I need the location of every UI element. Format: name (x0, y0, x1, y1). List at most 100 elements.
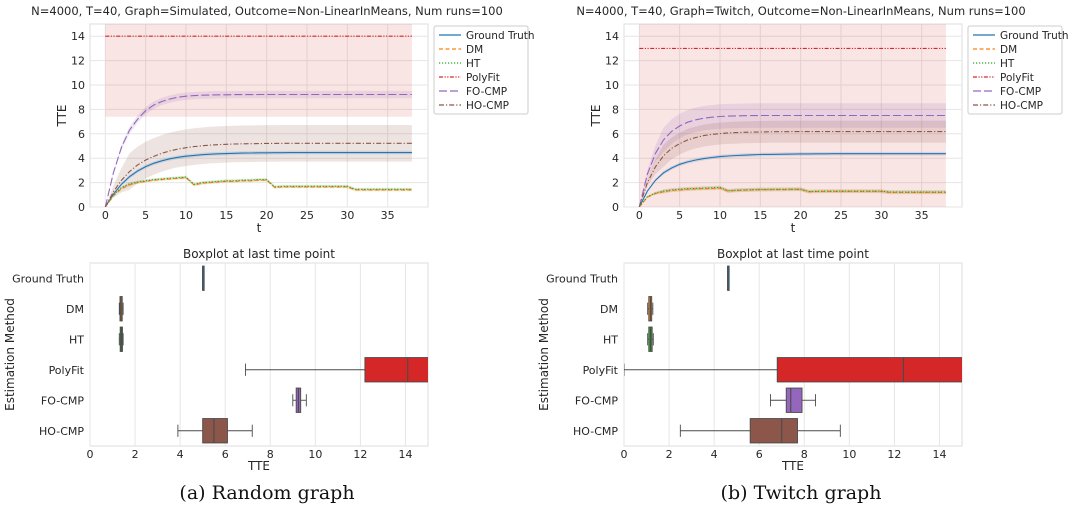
panel-0-line-ytick-label: 4 (78, 152, 85, 165)
panel-0-box-polyfit (364, 357, 428, 383)
panel-0-line-ytick-label: 6 (78, 128, 85, 141)
panel-1-series-ho-cmp (638, 131, 946, 207)
panel-1-line-xtick-label: 5 (676, 209, 683, 222)
panel-1-line-xtick-label: 20 (794, 209, 808, 222)
panel-1-series-ht (638, 186, 946, 207)
panel-0-box-xtick-label: 8 (267, 448, 274, 461)
panel-1-band-ho-cmp (639, 120, 946, 207)
panel-0-box-title: Boxplot at last time point (183, 247, 335, 261)
panel-1-box-ytick-label-polyfit: PolyFit (583, 364, 619, 377)
panel-0-line-ytick-label: 10 (71, 79, 85, 92)
panel-1-series-dm (638, 187, 946, 207)
panel-1-box-xtick-label: 12 (887, 448, 901, 461)
panel-1-line-xtick-label: 10 (713, 209, 727, 222)
panel-0-line-ytick-label: 2 (78, 177, 85, 190)
panel-1-box-title: Boxplot at last time point (717, 247, 869, 261)
panel-0-legend-label-ht: HT (466, 58, 481, 70)
panel-0-boxes-group (118, 265, 428, 444)
panel-0-line-xtick-label: 35 (381, 209, 395, 222)
panel-1-line-xtick-label: 35 (915, 209, 929, 222)
panel-1-series-fo-cmp (638, 114, 946, 207)
panel-0-series-ground-truth (104, 152, 412, 207)
panel-0-legend-box (433, 25, 529, 115)
panel-1-legend-label-ht: HT (1000, 58, 1015, 70)
panel-1-band-fo-cmp (639, 103, 946, 207)
panel-0-box-ytick-label-ht: HT (69, 333, 84, 346)
panel-0-line-xtick-label: 15 (219, 209, 233, 222)
panel-0-series-dm (104, 177, 412, 207)
panel-0-box-xlabel: TTE (247, 459, 270, 473)
panel-random-graph-figure: N=4000, T=40, Graph=Simulated, Outcome=N… (3, 4, 535, 473)
panel-1-box-polyfit (776, 357, 962, 383)
panel-0-line-xtick-label: 20 (260, 209, 274, 222)
panel-0-box-xtick-label: 0 (87, 448, 94, 461)
panel-0-legend-label-fo-cmp: FO-CMP (466, 86, 507, 98)
panel-0-line-ytick-label: 0 (78, 201, 85, 214)
panel-twitch-graph-figure: N=4000, T=40, Graph=Twitch, Outcome=Non-… (537, 4, 1068, 473)
panel-0-line-title: N=4000, T=40, Graph=Simulated, Outcome=N… (31, 4, 503, 18)
panel-0-line-xtick-label: 0 (102, 209, 109, 222)
panel-1-box-xtick-label: 0 (621, 448, 628, 461)
panel-1-line-ytick-label: 2 (612, 177, 619, 190)
panel-1-line-xtick-label: 0 (636, 209, 643, 222)
panel-1-box-xtick-label: 10 (842, 448, 856, 461)
caption-random-graph: (a) Random graph (179, 482, 355, 504)
panel-1-line-series-group (638, 24, 946, 207)
panel-1-box-ytick-label-ho-cmp: HO-CMP (573, 425, 618, 438)
panel-0-box-plot-area (89, 262, 429, 447)
panel-0-box-ytick-label-fo-cmp: FO-CMP (41, 394, 84, 407)
panel-1-box-ytick-label-dm: DM (600, 303, 618, 316)
panel-0-box-ho-cmp (202, 418, 228, 444)
panel-0-box-ytick-label-dm: DM (66, 303, 84, 316)
panel-0-line-xtick-label: 10 (179, 209, 193, 222)
panel-1-line-ytick-label: 0 (612, 201, 619, 214)
panel-0-line-ylabel: TTE (55, 104, 69, 127)
panel-1-line-ylabel: TTE (589, 104, 603, 127)
panel-1-box-ylabel: Estimation Method (537, 298, 551, 411)
panel-1-line-ytick-label: 6 (612, 128, 619, 141)
panel-0-line-ytick-label: 8 (78, 103, 85, 116)
panel-1-line-ytick-label: 14 (605, 30, 619, 43)
panel-1-line-ytick-label: 4 (612, 152, 619, 165)
panel-1-line-ytick-label: 8 (612, 103, 619, 116)
panel-0-legend-label-dm: DM (466, 44, 483, 56)
panel-0-line-ytick-label: 14 (71, 30, 85, 43)
panel-1-line-xlabel: t (791, 221, 796, 235)
panel-1-box-xtick-label: 6 (756, 448, 763, 461)
panel-1-box-ytick-label-ground-truth: Ground Truth (546, 272, 618, 285)
panel-1-band-polyfit (639, 24, 946, 207)
panel-1-box-xlabel: TTE (781, 459, 804, 473)
panel-1-box-xtick-label: 14 (932, 448, 946, 461)
panel-1-box-fo-cmp (785, 387, 803, 413)
panel-0-box-ytick-label-ground-truth: Ground Truth (12, 272, 84, 285)
panel-0-band-ho-cmp (105, 125, 412, 207)
panel-1-line-xtick-label: 30 (874, 209, 888, 222)
panel-1-line-ytick-label: 12 (605, 55, 619, 68)
panel-1-line-xtick-label: 25 (834, 209, 848, 222)
panel-0-box-ytick-label-ho-cmp: HO-CMP (39, 425, 84, 438)
panel-0-line-xtick-label: 30 (340, 209, 354, 222)
panel-1-box-xtick-label: 4 (711, 448, 718, 461)
panel-0-line-xtick-label: 5 (142, 209, 149, 222)
panel-1-line-ytick-label: 10 (605, 79, 619, 92)
panel-1-legend-label-ho-cmp: HO-CMP (1000, 100, 1043, 112)
panel-0-box-ylabel: Estimation Method (3, 298, 17, 411)
panel-random-graph: N=4000, T=40, Graph=Simulated, Outcome=N… (3, 4, 535, 504)
panel-1-boxes-group (624, 265, 962, 444)
panel-0-line-xlabel: t (257, 221, 262, 235)
panel-0-line-series-group (104, 24, 412, 207)
panel-1-box-ytick-label-ht: HT (603, 333, 618, 346)
caption-twitch-graph: (b) Twitch graph (720, 482, 882, 504)
panel-1-legend-label-ground-truth: Ground Truth (1000, 30, 1068, 42)
panel-1-box-ho-cmp (749, 418, 798, 444)
panel-0-line-xtick-label: 25 (300, 209, 314, 222)
panel-0-box-xtick-label: 12 (353, 448, 367, 461)
panel-0-box-xtick-label: 4 (177, 448, 184, 461)
panel-1-series-ground-truth (638, 153, 946, 207)
panel-0-box-xtick-label: 2 (132, 448, 139, 461)
panel-0-line-plot-area (89, 23, 429, 208)
panel-1-legend-label-fo-cmp: FO-CMP (1000, 86, 1041, 98)
panel-1-box-xtick-label: 2 (666, 448, 673, 461)
panel-0-series-ho-cmp (104, 142, 412, 207)
panel-1-line-title: N=4000, T=40, Graph=Twitch, Outcome=Non-… (576, 4, 1025, 18)
